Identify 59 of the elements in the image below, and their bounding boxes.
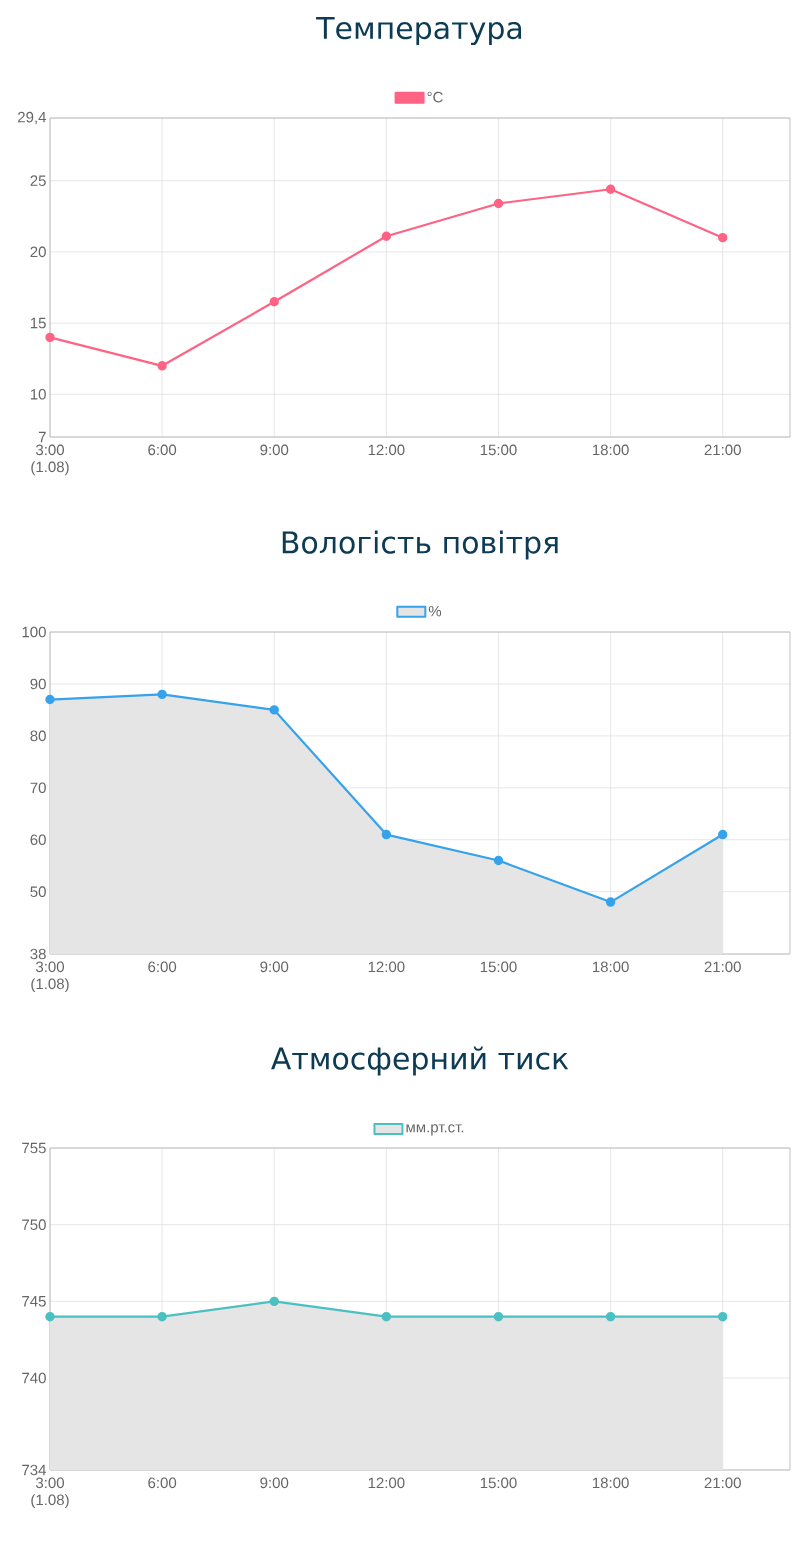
point bbox=[45, 694, 55, 705]
y-tick-label: 70 bbox=[30, 782, 46, 794]
x-tick-label: 6:00 bbox=[148, 1477, 177, 1489]
x-tick-label: 9:00 bbox=[260, 444, 289, 456]
y-tick-label: 60 bbox=[30, 834, 46, 846]
y-tick-label: 20 bbox=[30, 246, 46, 258]
x-tick-label: 9:00 bbox=[260, 961, 289, 973]
x-tick-label: 21:00 bbox=[704, 1477, 741, 1489]
x-tick-label: 6:00 bbox=[148, 444, 177, 456]
y-tick-label: 25 bbox=[30, 175, 46, 186]
x-tick-label: 15:00 bbox=[480, 444, 517, 456]
y-tick-label: 10 bbox=[30, 388, 46, 400]
x-tick-label: 12:00 bbox=[368, 1477, 405, 1489]
x-tick-label: 18:00 bbox=[592, 961, 629, 973]
point bbox=[493, 855, 504, 866]
x-tick-label: 15:00 bbox=[480, 961, 517, 973]
point bbox=[157, 689, 167, 700]
point bbox=[381, 231, 392, 241]
x-tick-label: 3:00 (1.08) bbox=[31, 444, 69, 476]
point bbox=[381, 829, 392, 840]
y-tick-label: 90 bbox=[30, 678, 46, 690]
x-tick-label: 12:00 bbox=[368, 961, 405, 973]
y-tick-label: 734 bbox=[22, 1464, 47, 1476]
point bbox=[45, 332, 55, 343]
point bbox=[605, 897, 616, 907]
x-tick-label: 21:00 bbox=[704, 444, 741, 456]
x-tick-label: 6:00 bbox=[148, 961, 177, 973]
y-tick-label: 100 bbox=[22, 626, 46, 638]
y-tick-label: 755 bbox=[22, 1142, 46, 1154]
x-tick-label: 15:00 bbox=[480, 1477, 517, 1489]
legend-label: мм.рт.ст. bbox=[406, 1124, 464, 1136]
y-tick-label: 750 bbox=[22, 1219, 46, 1230]
y-tick-label: 7 bbox=[38, 431, 46, 443]
y-tick-label: 50 bbox=[30, 886, 46, 897]
x-tick-label: 3:00 (1.08) bbox=[31, 1477, 69, 1509]
chart-title: Атмосферний тиск bbox=[271, 1046, 569, 1076]
y-tick-label: 38 bbox=[30, 948, 46, 960]
y-tick-label: 15 bbox=[30, 317, 46, 329]
point bbox=[605, 184, 616, 194]
y-tick-label: 29,4 bbox=[18, 111, 47, 125]
point bbox=[493, 198, 504, 209]
point bbox=[718, 829, 728, 840]
y-tick-label: 745 bbox=[22, 1296, 46, 1307]
point bbox=[718, 232, 728, 243]
point bbox=[157, 361, 167, 371]
chart-title: Вологість повітря bbox=[282, 530, 558, 560]
y-tick-label: 740 bbox=[22, 1372, 46, 1384]
x-tick-label: 21:00 bbox=[704, 961, 741, 973]
x-tick-label: 18:00 bbox=[592, 1477, 629, 1489]
point bbox=[269, 297, 279, 307]
y-tick-label: 80 bbox=[30, 730, 46, 742]
x-tick-label: 18:00 bbox=[592, 444, 629, 456]
x-tick-label: 9:00 bbox=[260, 1477, 289, 1489]
x-tick-label: 3:00 (1.08) bbox=[31, 961, 69, 993]
legend-label: °C bbox=[427, 91, 443, 103]
x-tick-label: 12:00 bbox=[368, 444, 405, 456]
legend-label: % bbox=[428, 605, 442, 617]
chart-title: Температура bbox=[316, 16, 522, 46]
point bbox=[269, 705, 279, 715]
